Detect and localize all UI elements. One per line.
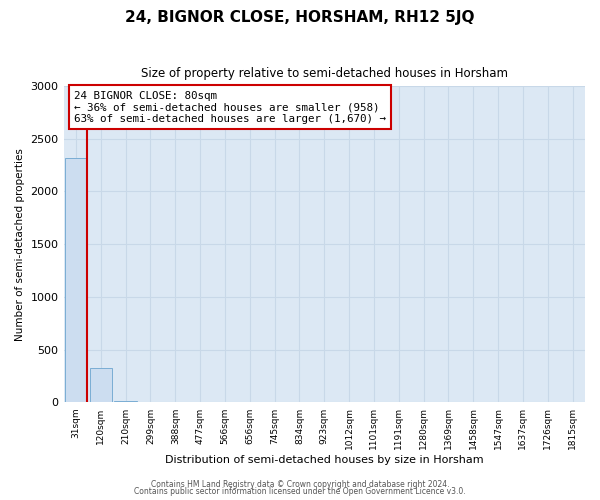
Bar — [89, 368, 112, 402]
Text: Contains public sector information licensed under the Open Government Licence v3: Contains public sector information licen… — [134, 487, 466, 496]
Text: 24 BIGNOR CLOSE: 80sqm
← 36% of semi-detached houses are smaller (958)
63% of se: 24 BIGNOR CLOSE: 80sqm ← 36% of semi-det… — [74, 90, 386, 124]
Title: Size of property relative to semi-detached houses in Horsham: Size of property relative to semi-detach… — [141, 68, 508, 80]
Y-axis label: Number of semi-detached properties: Number of semi-detached properties — [15, 148, 25, 340]
Text: Contains HM Land Registry data © Crown copyright and database right 2024.: Contains HM Land Registry data © Crown c… — [151, 480, 449, 489]
Bar — [65, 158, 87, 402]
X-axis label: Distribution of semi-detached houses by size in Horsham: Distribution of semi-detached houses by … — [165, 455, 484, 465]
Text: 24, BIGNOR CLOSE, HORSHAM, RH12 5JQ: 24, BIGNOR CLOSE, HORSHAM, RH12 5JQ — [125, 10, 475, 25]
